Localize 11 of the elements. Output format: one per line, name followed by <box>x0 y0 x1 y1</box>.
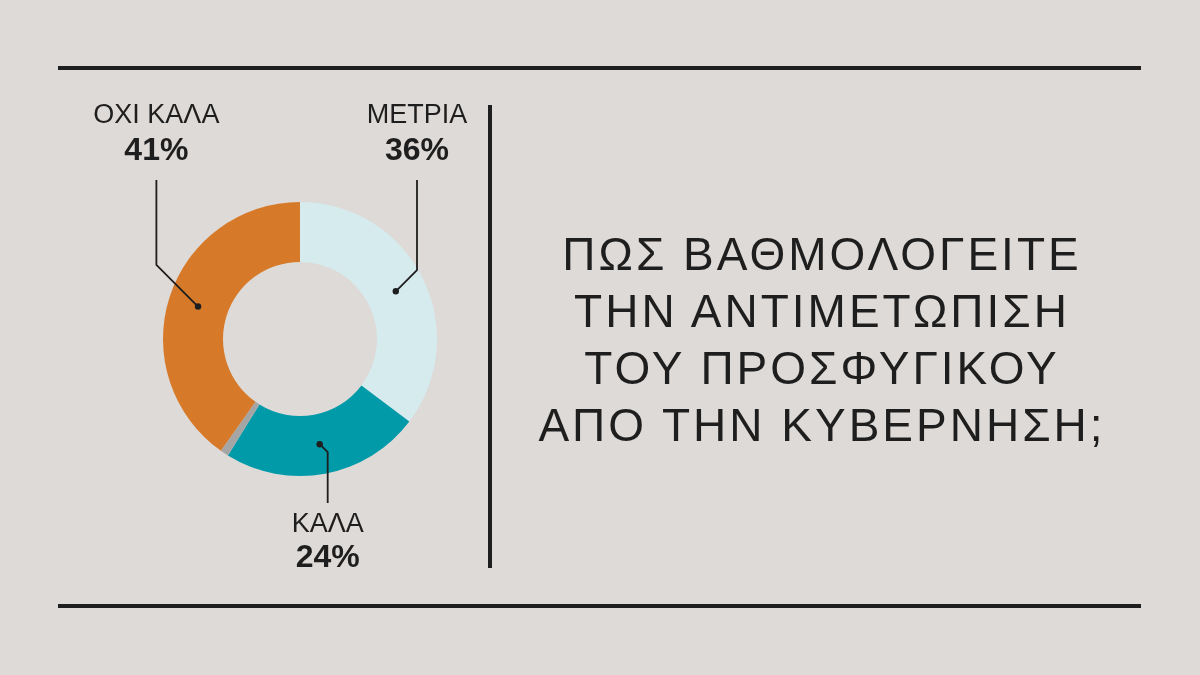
slice-label: ΚΑΛΑ <box>291 508 364 538</box>
slice-label: ΟΧΙ ΚΑΛΑ <box>93 99 220 129</box>
donut-slice <box>227 385 410 476</box>
slice-label: ΜΕΤΡΙΑ <box>366 99 468 129</box>
donut-slice <box>220 401 260 456</box>
text: ΠΩΣ ΒΑΘΜΟΛΟΓΕΙΤΕ ΤΗΝ ΑΝΤΙΜΕΤΩΠΙΣΗ ΤΟΥ ΠΡΟΣΦΥΓΙΚΟΥ ΑΠΟ ΤΗΝ ΚΥΒΕΡΝΗΣΗ; <box>538 227 1106 451</box>
donut-slice <box>163 202 300 451</box>
data-label: 41% <box>124 131 189 167</box>
data-label: 24% <box>295 538 360 574</box>
donut-slice <box>300 202 437 422</box>
data-label: 36% <box>384 131 450 167</box>
